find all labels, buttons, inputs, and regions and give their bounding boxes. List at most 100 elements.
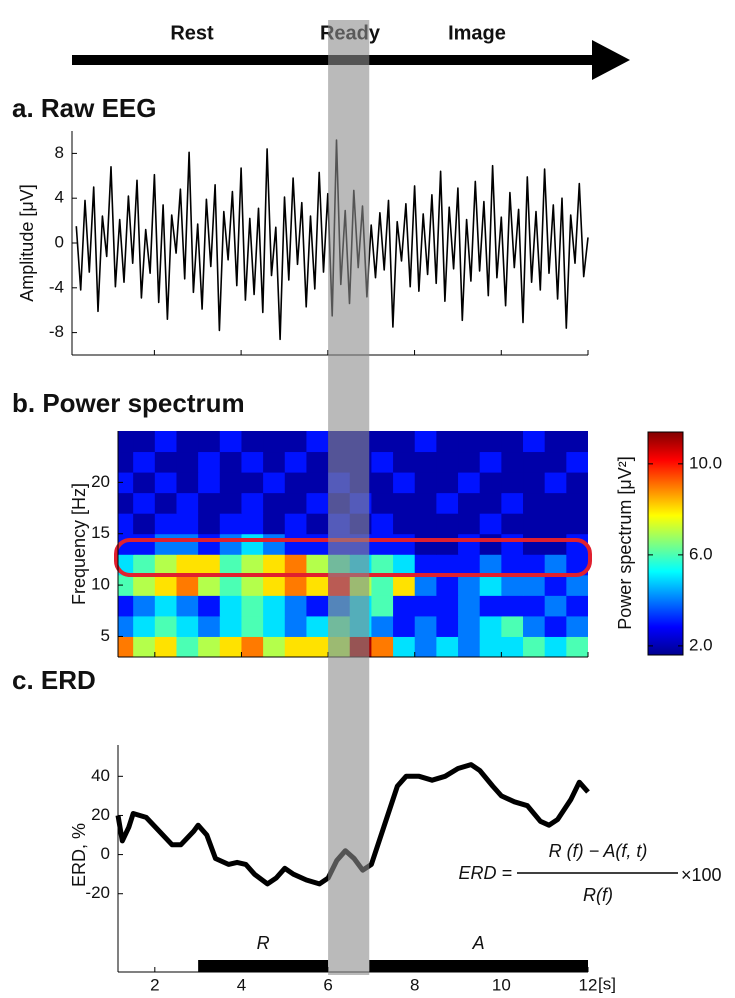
heatmap-cell [263,451,286,473]
heatmap-cell [566,615,588,637]
heatmap-cell [154,492,177,514]
stage-label: Rest [170,22,214,44]
heatmap-cell [501,492,524,514]
heatmap-cell [118,472,134,494]
heatmap-cell [198,513,221,535]
y-tick-label: 20 [91,805,110,824]
heatmap-cell [118,492,134,514]
x-tick-label: 4 [237,975,246,994]
heatmap-cell [436,533,459,555]
heatmap-cell [479,492,502,514]
heatmap-cell [393,451,416,473]
heatmap-cell [458,574,481,596]
heatmap-cell [523,492,546,514]
heatmap-cell [241,451,264,473]
heatmap-cell [263,595,286,617]
heatmap-cell [118,431,134,453]
heatmap-cell [198,492,221,514]
heatmap-cell [436,492,459,514]
heatmap-cell [176,472,199,494]
heatmap-cell [566,431,588,453]
heatmap-cell [544,513,567,535]
heatmap-cell [241,574,264,596]
heatmap-cell [501,554,524,576]
heatmap-cell [176,431,199,453]
period-label: R [257,933,270,953]
x-axis-label: [s] [598,974,616,993]
heatmap-cell [133,472,156,494]
heatmap-cell [284,513,307,535]
heatmap-cell [371,451,394,473]
heatmap-cell [544,615,567,637]
heatmap-cell [284,451,307,473]
heatmap-cell [306,615,329,637]
y-axis-label: Frequency [Hz] [69,483,89,605]
x-tick-label: 2 [150,975,159,994]
y-tick-label: -8 [49,322,64,341]
heatmap-cell [219,615,242,637]
heatmap-cell [284,574,307,596]
heatmap-cell [263,636,286,657]
panel-title: b. Power spectrum [12,388,245,418]
heatmap-cell [263,554,286,576]
heatmap-cell [284,636,307,657]
colorbar-tick-label: 2.0 [689,635,713,654]
heatmap-cell [458,533,481,555]
heatmap-cell [284,554,307,576]
heatmap-cell [458,615,481,637]
heatmap-cell [306,533,329,555]
heatmap-cell [436,451,459,473]
heatmap-cell [479,636,502,657]
heatmap-cell [393,595,416,617]
heatmap-cell [436,595,459,617]
heatmap-cell [176,451,199,473]
heatmap-cell [263,472,286,494]
heatmap-cell [219,451,242,473]
heatmap-cell [414,533,437,555]
heatmap-cell [198,636,221,657]
heatmap-cell [219,431,242,453]
heatmap-cell [154,595,177,617]
heatmap-cell [458,595,481,617]
colorbar-tick-label: 10.0 [689,453,722,472]
heatmap-cell [241,513,264,535]
heatmap-cell [284,431,307,453]
heatmap-cell [371,636,394,657]
heatmap-cell [523,615,546,637]
heatmap-cell [479,595,502,617]
heatmap-cell [523,554,546,576]
formula-factor: ×100 [681,865,722,885]
heatmap-cell [284,492,307,514]
heatmap-cell [219,472,242,494]
heatmap-cell [371,472,394,494]
heatmap-cell [523,533,546,555]
heatmap-cell [133,574,156,596]
heatmap-cell [198,431,221,453]
heatmap-cell [241,533,264,555]
heatmap-cell [263,492,286,514]
ready-band [328,20,370,975]
x-tick-label: 8 [410,975,419,994]
heatmap-cell [479,431,502,453]
heatmap-cell [154,513,177,535]
y-tick-label: -4 [49,277,64,296]
heatmap-cell [219,492,242,514]
y-tick-label: 4 [55,188,64,207]
timeline-arrowhead [592,40,630,80]
heatmap-cell [263,574,286,596]
heatmap-cell [198,451,221,473]
heatmap-cell [393,431,416,453]
heatmap-cell [458,636,481,657]
heatmap-cell [306,554,329,576]
heatmap-cell [414,492,437,514]
period-bar [369,960,588,972]
heatmap-cell [133,554,156,576]
heatmap-cell [393,636,416,657]
heatmap-cell [198,472,221,494]
heatmap-cell [436,472,459,494]
heatmap-cell [263,533,286,555]
heatmap-cell [458,492,481,514]
heatmap-cell [566,636,588,657]
